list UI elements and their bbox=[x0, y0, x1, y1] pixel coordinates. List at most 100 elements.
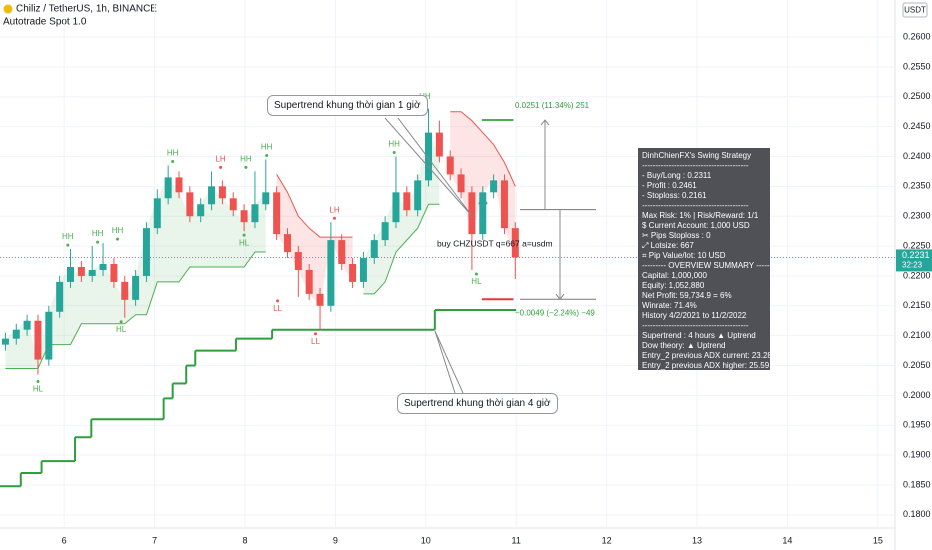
y-tick-label: 0.1800 bbox=[903, 509, 931, 519]
pivot-marker bbox=[276, 299, 280, 303]
y-tick-label: 0.1850 bbox=[903, 479, 931, 489]
candle-body bbox=[359, 258, 367, 282]
candle-body bbox=[45, 311, 53, 360]
trend-fill bbox=[276, 174, 353, 306]
candle-body bbox=[67, 266, 75, 282]
candle-body bbox=[468, 192, 476, 235]
y-tick-label: 0.2250 bbox=[903, 240, 931, 250]
trend-fill bbox=[363, 132, 440, 294]
pivot-label: HL bbox=[33, 385, 44, 394]
x-tick-label: 9 bbox=[333, 535, 338, 545]
panel-line: DinhChienFX's Swing Strategy bbox=[642, 151, 752, 160]
candle-body bbox=[479, 192, 487, 235]
pivot-marker bbox=[242, 233, 246, 237]
y-tick-label: 0.1900 bbox=[903, 450, 931, 460]
leader-1h bbox=[384, 117, 473, 217]
panel-line: Supertrend : 4 hours ▲ Uptrend bbox=[642, 331, 756, 340]
candle-body bbox=[56, 281, 64, 312]
leader-4h bbox=[434, 330, 464, 394]
pivot-label: HH bbox=[62, 232, 74, 241]
candle-body bbox=[34, 320, 42, 360]
callout-4h: Supertrend khung thời gian 4 giờ bbox=[397, 393, 558, 414]
candle-body bbox=[132, 275, 140, 300]
candle-body bbox=[153, 198, 161, 229]
y-tick-label: 0.2350 bbox=[903, 181, 931, 191]
x-tick-label: 7 bbox=[152, 535, 157, 545]
candle-body bbox=[403, 192, 411, 211]
buy-arrow bbox=[478, 197, 488, 212]
candle-body bbox=[381, 222, 389, 241]
pivot-marker bbox=[36, 379, 40, 383]
currency-label[interactable]: USDT bbox=[904, 6, 926, 15]
candle-body bbox=[262, 192, 270, 205]
candle-body bbox=[197, 204, 205, 217]
panel-line: Entry_2 previous ADX current: 23.28 bbox=[642, 351, 770, 360]
pivot-marker bbox=[119, 320, 123, 324]
candle-body bbox=[121, 281, 129, 300]
candle-body bbox=[23, 320, 31, 330]
x-tick-label: 12 bbox=[602, 535, 612, 545]
callout-1h: Supertrend khung thời gian 1 giờ bbox=[267, 95, 428, 116]
pivot-label: LH bbox=[215, 155, 225, 164]
candle-body bbox=[12, 329, 20, 339]
panel-line: Capital: 1,000,000 bbox=[642, 271, 707, 280]
countdown-label: 32:23 bbox=[902, 261, 923, 270]
pivot-marker bbox=[219, 165, 223, 169]
pivot-marker bbox=[96, 240, 100, 244]
candle-body bbox=[349, 264, 357, 282]
panel-line: - Profit : 0.2461 bbox=[642, 181, 697, 190]
candle-body bbox=[1, 338, 9, 345]
currency-box[interactable] bbox=[902, 2, 928, 18]
candle-body bbox=[283, 234, 291, 253]
candle-body bbox=[99, 264, 107, 270]
panel-line: Equity: 1,052,880 bbox=[642, 281, 705, 290]
panel-line: Entry_2 previous ADX higher: 25.59 bbox=[642, 361, 770, 370]
candle-body bbox=[164, 177, 172, 199]
y-tick-label: 0.2400 bbox=[903, 151, 931, 161]
panel-line: ---------------------------------------- bbox=[642, 161, 749, 170]
trend-fill bbox=[5, 177, 266, 369]
y-tick-label: 0.2600 bbox=[903, 31, 931, 41]
candle-body bbox=[175, 177, 183, 193]
arrow-head bbox=[540, 119, 550, 126]
candle-body bbox=[273, 192, 281, 235]
y-tick-label: 0.2050 bbox=[903, 360, 931, 370]
y-tick-label: 0.2100 bbox=[903, 330, 931, 340]
y-tick-label: 0.2000 bbox=[903, 390, 931, 400]
symbol-title: Chiliz / TetherUS, 1h, BINANCE bbox=[16, 4, 157, 15]
panel-line: Dow theory: ▲ Uptrend bbox=[642, 341, 726, 350]
x-tick-label: 10 bbox=[421, 535, 431, 545]
last-price-label: 0.2231 bbox=[902, 250, 930, 260]
candle-body bbox=[414, 180, 422, 211]
candle-body bbox=[186, 192, 194, 217]
candle-body bbox=[446, 156, 454, 175]
panel-line: History 4/2/2021 to 11/2/2022 bbox=[642, 311, 747, 320]
pivot-label: HL bbox=[239, 238, 250, 247]
pivot-marker bbox=[171, 159, 175, 163]
candle-body bbox=[457, 174, 465, 193]
x-tick-label: 6 bbox=[62, 535, 67, 545]
pivot-label: HL bbox=[471, 277, 482, 286]
candle-body bbox=[110, 264, 118, 282]
pivot-marker bbox=[474, 272, 478, 276]
panel-line: Max Risk: 1% | Risk/Reward: 1/1 bbox=[642, 211, 759, 220]
supertrend-1h-line bbox=[276, 174, 353, 238]
candle-body bbox=[218, 186, 226, 199]
panel-line: Net Profit: 59,734.9 = 6% bbox=[642, 291, 732, 300]
panel-line: ✂ Pips Stoploss : 0 bbox=[642, 231, 711, 240]
panel-line: ⌗ Pip Value/lot: 10 USD bbox=[642, 251, 726, 260]
candle-body bbox=[500, 180, 508, 229]
candle-body bbox=[490, 180, 498, 193]
supertrend-1h-line bbox=[450, 111, 516, 187]
candle-body bbox=[229, 198, 237, 211]
candle-body bbox=[425, 132, 433, 181]
y-tick-label: 0.2300 bbox=[903, 211, 931, 221]
y-tick-label: 0.2150 bbox=[903, 300, 931, 310]
panel-line: ---------------------------------------- bbox=[642, 321, 749, 330]
candle-body bbox=[338, 240, 346, 264]
stop-label: −0.0049 (−2.24%) −49 bbox=[515, 308, 595, 317]
y-tick-label: 0.2450 bbox=[903, 121, 931, 131]
panel-line: Winrate: 71.4% bbox=[642, 301, 697, 310]
x-tick-label: 14 bbox=[782, 535, 792, 545]
